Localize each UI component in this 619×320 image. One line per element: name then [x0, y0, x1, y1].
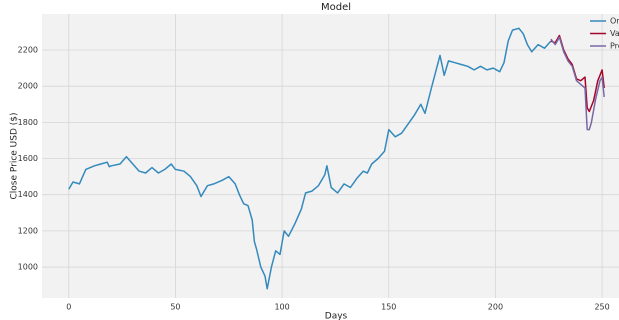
chart-title: Model: [321, 2, 351, 13]
x-tick-label: 100: [274, 303, 289, 312]
x-tick-label: 150: [381, 303, 396, 312]
y-tick-label: 1200: [18, 226, 38, 235]
y-tick-label: 2200: [18, 45, 38, 54]
x-axis-label: Days: [325, 312, 348, 320]
x-tick-label: 50: [170, 303, 180, 312]
x-tick-label: 250: [594, 303, 609, 312]
y-tick-label: 1000: [18, 263, 38, 272]
x-tick-label: 200: [488, 303, 503, 312]
series-line: [68, 27, 552, 290]
legend-label: Val: [610, 29, 619, 38]
y-tick-label: 1800: [18, 118, 38, 127]
series-line: [550, 36, 605, 131]
y-tick-label: 2000: [18, 82, 38, 91]
y-axis-label: Close Price USD ($): [10, 112, 20, 199]
plot-area: [42, 14, 619, 298]
y-tick-label: 1600: [18, 154, 38, 163]
legend-label: Pre: [610, 42, 619, 51]
x-tick-label: 0: [66, 303, 71, 312]
legend-label: Or: [610, 17, 619, 26]
y-tick-label: 1400: [18, 190, 38, 199]
